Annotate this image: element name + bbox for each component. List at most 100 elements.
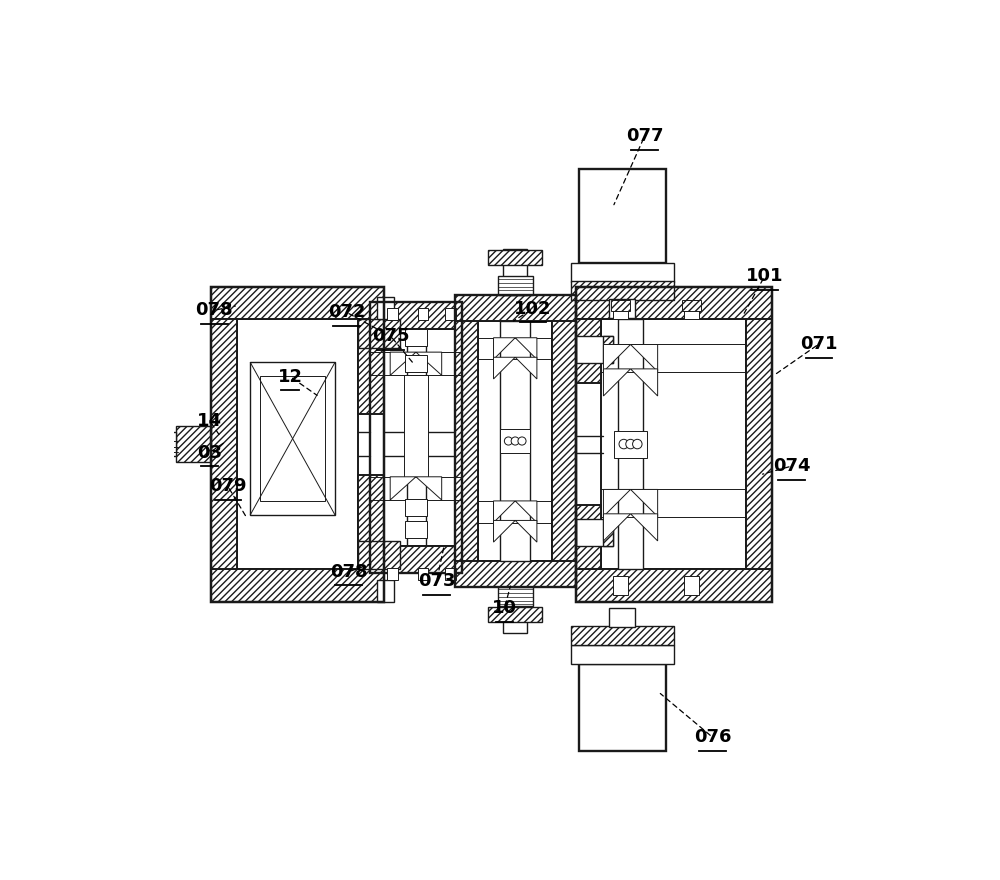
Bar — [237, 319, 358, 569]
Bar — [370, 329, 462, 546]
Polygon shape — [494, 520, 515, 542]
Polygon shape — [603, 369, 631, 396]
Bar — [576, 287, 772, 602]
Text: 078: 078 — [330, 563, 367, 581]
Bar — [455, 296, 576, 587]
Bar — [552, 296, 576, 587]
Circle shape — [626, 439, 635, 449]
Bar — [211, 569, 384, 602]
Bar — [603, 519, 613, 546]
Circle shape — [504, 437, 512, 445]
Bar — [684, 576, 699, 595]
Bar — [455, 296, 576, 321]
Bar — [405, 329, 427, 346]
Bar — [571, 263, 674, 282]
Bar — [358, 319, 400, 348]
Polygon shape — [494, 338, 515, 359]
Text: 079: 079 — [209, 478, 247, 495]
Bar — [571, 281, 674, 300]
Bar — [503, 249, 527, 296]
Bar — [613, 576, 628, 595]
Text: 073: 073 — [418, 572, 455, 590]
Bar — [576, 319, 601, 384]
Polygon shape — [416, 477, 442, 500]
Bar — [176, 427, 211, 462]
Text: 10: 10 — [492, 599, 517, 618]
Bar — [370, 302, 462, 329]
Polygon shape — [515, 501, 537, 523]
Text: 076: 076 — [694, 728, 731, 746]
Bar — [611, 300, 630, 311]
Bar — [603, 336, 613, 363]
Bar — [405, 499, 427, 516]
Polygon shape — [603, 489, 631, 517]
Bar — [211, 319, 237, 569]
Polygon shape — [603, 514, 631, 541]
Text: 071: 071 — [800, 335, 838, 353]
Polygon shape — [515, 520, 537, 542]
Bar — [358, 474, 384, 569]
Bar — [488, 607, 542, 622]
Polygon shape — [631, 344, 658, 371]
Bar — [405, 521, 427, 538]
Bar — [579, 664, 666, 751]
Bar — [614, 430, 647, 458]
Circle shape — [511, 437, 519, 445]
Polygon shape — [603, 344, 631, 371]
Text: 102: 102 — [514, 300, 552, 318]
Bar — [609, 299, 635, 319]
Bar — [579, 169, 666, 263]
Bar — [404, 375, 428, 477]
Bar — [358, 319, 384, 414]
Bar — [455, 296, 478, 587]
Bar — [418, 568, 428, 580]
Bar — [576, 569, 772, 602]
Bar — [601, 319, 746, 569]
Bar — [576, 287, 772, 319]
Polygon shape — [631, 489, 658, 517]
Bar — [370, 302, 462, 573]
Bar — [164, 432, 176, 456]
Bar — [684, 300, 699, 319]
Bar — [455, 561, 576, 587]
Bar — [250, 363, 335, 515]
Bar — [682, 300, 701, 311]
Bar — [405, 355, 427, 371]
Bar — [418, 308, 428, 320]
Text: 078: 078 — [196, 301, 233, 319]
Circle shape — [518, 437, 526, 445]
Polygon shape — [631, 369, 658, 396]
Circle shape — [633, 439, 642, 449]
Bar — [211, 287, 384, 602]
Bar — [387, 308, 398, 320]
Polygon shape — [390, 477, 416, 500]
Bar — [571, 645, 674, 664]
Text: 074: 074 — [773, 457, 810, 475]
Bar — [478, 321, 552, 561]
Bar — [445, 308, 456, 320]
Bar — [211, 287, 384, 319]
Polygon shape — [494, 501, 515, 523]
Bar — [500, 321, 530, 561]
Text: 03: 03 — [197, 444, 222, 461]
Bar — [445, 568, 456, 580]
Text: 101: 101 — [746, 268, 783, 285]
Polygon shape — [494, 357, 515, 379]
Bar — [576, 505, 601, 569]
Polygon shape — [515, 338, 537, 359]
Polygon shape — [390, 352, 416, 375]
Text: 14: 14 — [197, 412, 222, 429]
Text: 12: 12 — [278, 368, 303, 385]
Text: 072: 072 — [328, 304, 365, 321]
Polygon shape — [416, 352, 442, 375]
Bar — [613, 300, 628, 319]
Bar — [498, 276, 533, 296]
Bar — [571, 626, 674, 645]
Polygon shape — [515, 357, 537, 379]
Bar — [488, 250, 542, 265]
Bar — [576, 336, 613, 363]
Bar — [500, 429, 530, 453]
Bar — [370, 546, 462, 573]
Circle shape — [619, 439, 629, 449]
Bar — [377, 297, 394, 319]
